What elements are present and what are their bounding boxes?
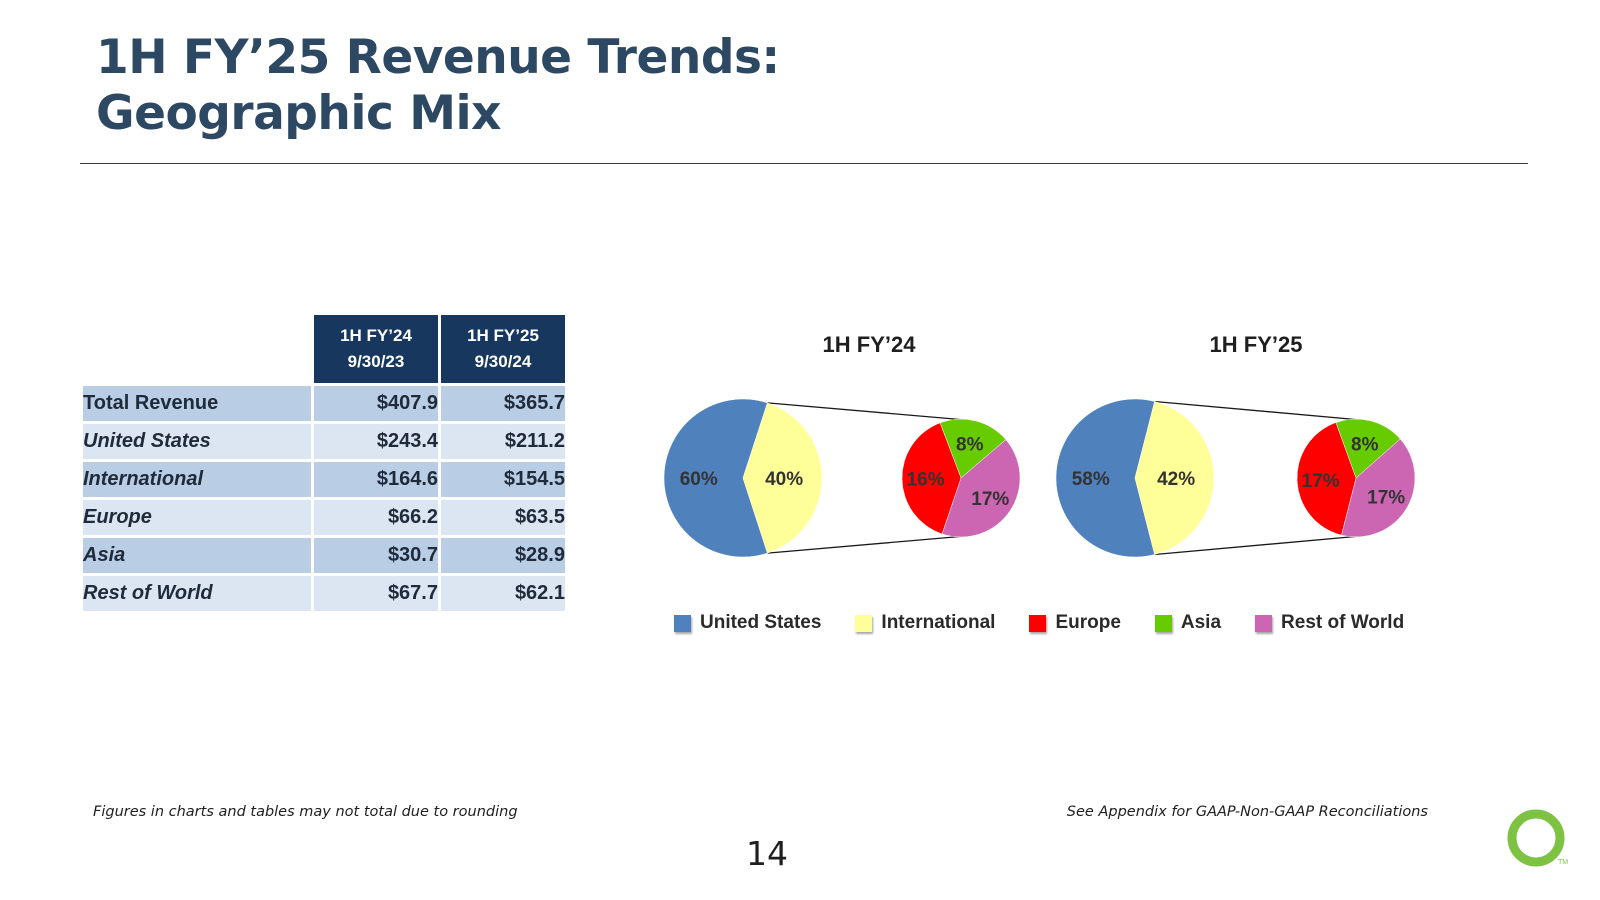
header-fy24-date: 9/30/23 [347, 352, 405, 371]
header-fy24-period: 1H FY’24 [340, 326, 412, 345]
row-value-fy24: $67.7 [314, 576, 438, 611]
row-value-fy24: $243.4 [314, 424, 438, 459]
data-label-international: 40% [765, 469, 803, 490]
table-header-row: 1H FY’24 9/30/23 1H FY’25 9/30/24 [83, 315, 565, 383]
table-row-europe: Europe $66.2 $63.5 [83, 500, 565, 535]
brand-ring-logo: TM [1507, 809, 1568, 867]
header-fy25-date: 9/30/24 [474, 352, 532, 371]
row-value-fy25: $63.5 [441, 500, 565, 535]
slice-asia [1335, 418, 1401, 479]
title-divider [80, 163, 1528, 164]
revenue-table: 1H FY’24 9/30/23 1H FY’25 9/30/24 Total … [80, 312, 568, 614]
logo-trademark: TM [1558, 859, 1568, 866]
chart-legend: United States International Europe Asia Rest… [674, 612, 1438, 634]
data-label-europe: 16% [907, 470, 945, 491]
data-label-united-states: 58% [1072, 469, 1110, 490]
data-label-rest-of-world: 17% [1367, 487, 1405, 508]
legend-item-united-states: United States [674, 612, 821, 634]
slice-rest-of-world [941, 439, 1021, 538]
page-title-line1: 1H FY’25 Revenue Trends: [96, 30, 780, 85]
row-value-fy25: $28.9 [441, 538, 565, 573]
row-label: United States [83, 424, 311, 459]
slice-asia [939, 418, 1007, 479]
legend-item-asia: Asia [1154, 612, 1222, 634]
row-label: Rest of World [83, 576, 311, 611]
legend-label: International [881, 612, 996, 633]
footnote-rounding: Figures in charts and tables may not tot… [93, 804, 518, 820]
legend-swatch [1255, 614, 1273, 632]
table-header-fy24: 1H FY’24 9/30/23 [314, 315, 438, 383]
table-header-blank [83, 315, 311, 383]
legend-item-international: International [855, 612, 995, 634]
row-label: Asia [83, 538, 311, 573]
chart-title-1: 1H FY’24 [823, 332, 917, 357]
slice-rest-of-world [1341, 438, 1416, 538]
slice-international [1134, 401, 1215, 555]
chart-title-2: 1H FY’25 [1210, 332, 1303, 357]
slice-europe [901, 422, 962, 535]
legend-label: Asia [1180, 612, 1222, 633]
row-value-fy24: $66.2 [314, 500, 438, 535]
geographic-pie-charts: 1H FY’24 60% 40% 8% 17% 16% 1H FY’25 58% 42% 8% 17… [663, 332, 1416, 558]
data-label-asia: 8% [1351, 435, 1379, 456]
row-label: Europe [83, 500, 311, 535]
legend-swatch [1029, 614, 1047, 632]
row-value-fy24: $407.9 [314, 386, 438, 421]
legend-swatch [855, 614, 873, 632]
slice-united-states [663, 398, 768, 558]
connector-line-top [1154, 400, 1362, 421]
table-row-asia: Asia $30.7 $28.9 [83, 538, 565, 573]
page-number: 14 [746, 834, 788, 873]
connector-line-top [767, 402, 967, 421]
row-value-fy25: $62.1 [441, 576, 565, 611]
connector-line-bottom [1154, 535, 1362, 556]
row-value-fy25: $154.5 [441, 462, 565, 497]
page-title-line2: Geographic Mix [96, 86, 501, 141]
page-title: 1H FY’25 Revenue Trends: Geographic Mix [96, 30, 780, 142]
row-value-fy24: $30.7 [314, 538, 438, 573]
header-fy25-period: 1H FY’25 [467, 326, 539, 345]
data-label-rest-of-world: 17% [971, 489, 1009, 510]
legend-item-europe: Europe [1029, 612, 1121, 634]
slice-united-states [1055, 398, 1155, 558]
logo-ring-icon [1507, 809, 1565, 867]
slice-europe [1296, 422, 1357, 536]
legend-swatch [674, 614, 691, 632]
table-row-rest-of-world: Rest of World $67.7 $62.1 [83, 576, 565, 611]
table-row-total-revenue: Total Revenue $407.9 $365.7 [83, 386, 565, 421]
connector-line-bottom [767, 535, 967, 554]
table-header-fy25: 1H FY’25 9/30/24 [441, 315, 565, 383]
row-value-fy24: $164.6 [314, 462, 438, 497]
table-row-united-states: United States $243.4 $211.2 [83, 424, 565, 459]
legend-label: United States [700, 612, 822, 633]
slice-international [742, 402, 823, 554]
data-label-united-states: 60% [680, 469, 718, 490]
data-label-europe: 17% [1302, 471, 1340, 492]
legend-label: Rest of World [1281, 612, 1405, 633]
row-value-fy25: $211.2 [441, 424, 565, 459]
row-label: Total Revenue [83, 386, 311, 421]
data-label-international: 42% [1157, 469, 1195, 490]
footnote-appendix: See Appendix for GAAP-Non-GAAP Reconcili… [1066, 804, 1428, 820]
table-row-international: International $164.6 $154.5 [83, 462, 565, 497]
data-label-asia: 8% [956, 435, 984, 456]
legend-item-rest-of-world: Rest of World [1255, 612, 1404, 634]
legend-swatch [1154, 614, 1172, 632]
row-value-fy25: $365.7 [441, 386, 565, 421]
row-label: International [83, 462, 311, 497]
legend-label: Europe [1055, 612, 1121, 633]
